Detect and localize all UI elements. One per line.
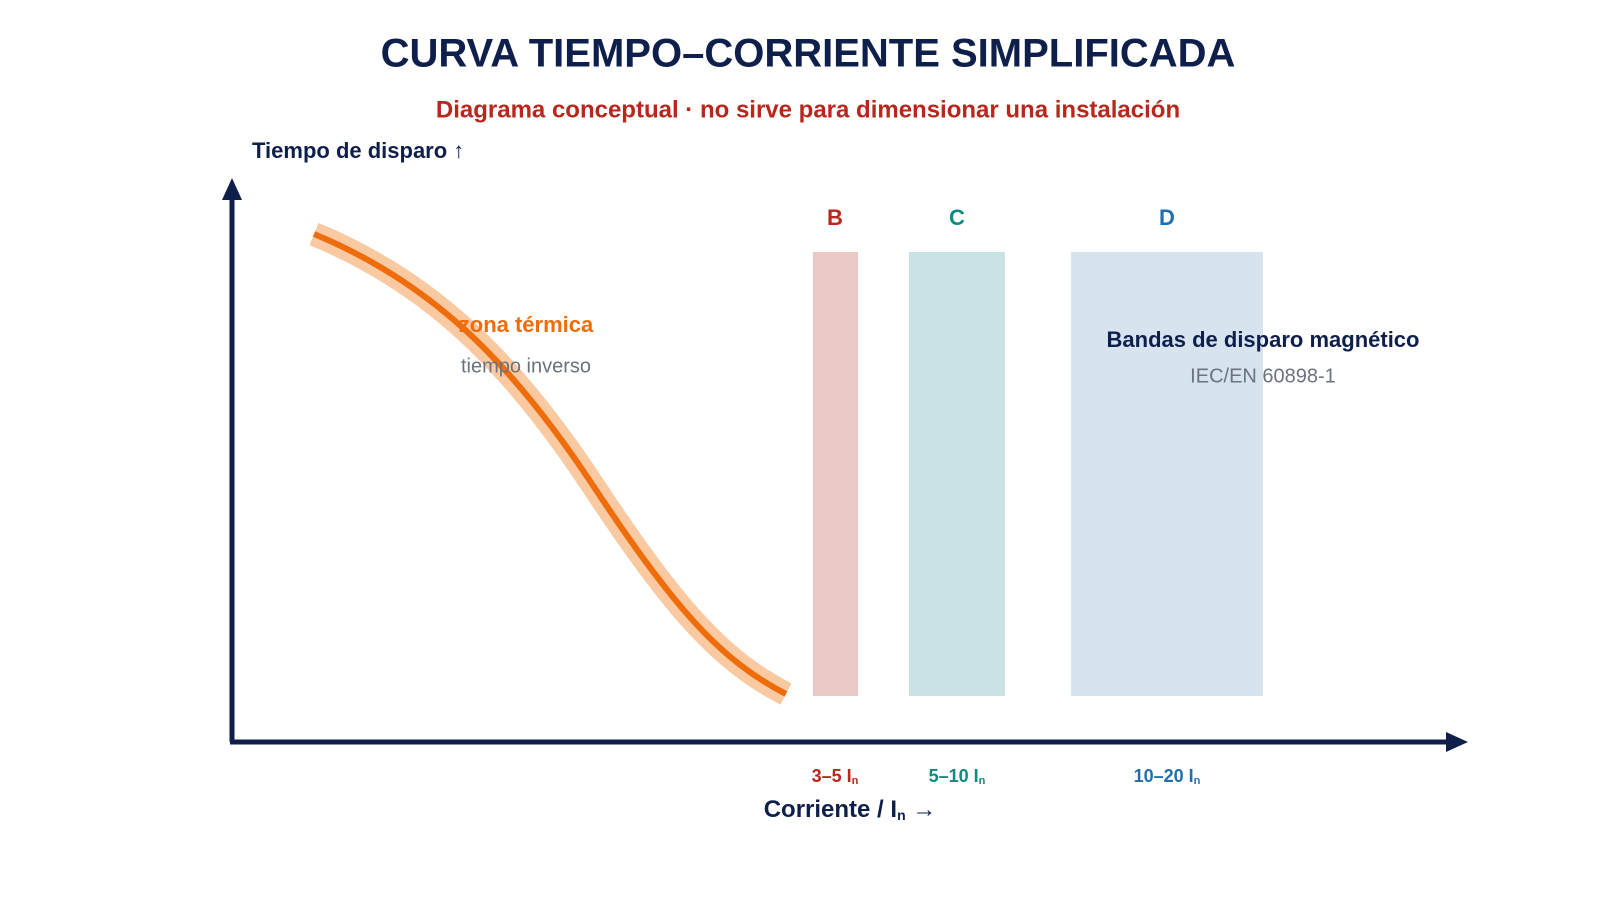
subtitle: Diagrama conceptual · no sirve para dime… [436,96,1180,123]
curve-band [309,222,792,705]
band-range: 3–5 In [812,766,859,787]
range-sub: n [979,775,986,787]
thermal-title: zona térmica [459,312,594,337]
range-text: 10–20 I [1134,766,1194,786]
band-c [909,252,1005,696]
band-range: 5–10 In [929,766,986,787]
band-d [1071,252,1263,696]
range-sub: n [852,775,859,787]
range-sub: n [1194,775,1201,787]
range-text: 3–5 I [812,766,852,786]
curve [312,231,788,697]
y-axis-label: Tiempo de disparo ↑ [252,138,464,163]
x-label-text: Corriente / I [764,796,897,823]
range-text: 5–10 I [929,766,979,786]
thermal-subtitle: tiempo inverso [461,355,591,377]
x-arrow [1446,732,1468,752]
band-range: 10–20 In [1134,766,1201,787]
x-label-tail: → [906,796,937,823]
band-label: D [1159,205,1175,230]
band-b [813,252,858,696]
x-axis-label: Corriente / In → [764,796,937,823]
y-arrow [222,178,242,200]
magnetic-title: Bandas de disparo magnético [1107,327,1420,352]
band-label: B [827,205,843,230]
magnetic-subtitle: IEC/EN 60898-1 [1190,365,1336,387]
title: CURVA TIEMPO–CORRIENTE SIMPLIFICADA [381,32,1236,76]
band-label: C [949,205,965,230]
x-label-sub: n [897,807,906,823]
